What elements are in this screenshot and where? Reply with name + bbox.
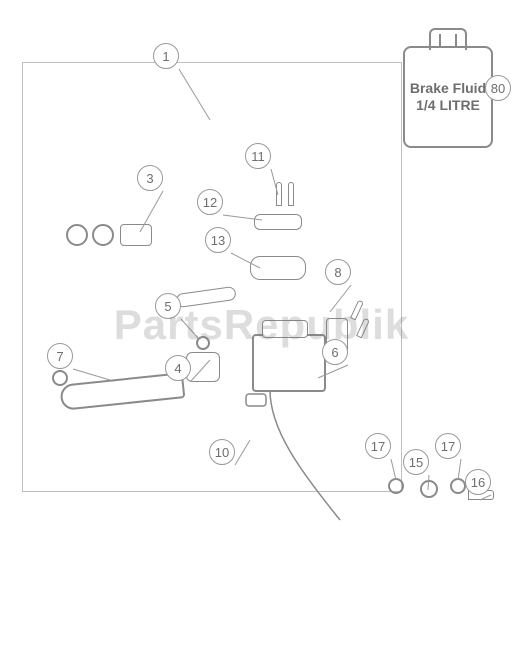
part-cover-screw-2 — [288, 182, 294, 206]
bottle-label-line1: Brake Fluid — [410, 80, 486, 98]
part-diaphragm — [250, 256, 306, 280]
callout-15: 15 — [403, 449, 429, 475]
callout-16: 16 — [465, 469, 491, 495]
part-washer-17a — [388, 478, 404, 494]
part-piston — [120, 224, 152, 246]
callout-17: 17 — [365, 433, 391, 459]
part-cover-screw-1 — [276, 182, 282, 206]
part-pivot-block — [186, 352, 220, 382]
callout-80: 80 — [485, 75, 511, 101]
part-washer-17b — [450, 478, 466, 494]
bottle-label-line2: 1/4 LITRE — [416, 97, 480, 115]
bottle-body: Brake Fluid 1/4 LITRE — [403, 46, 493, 148]
callout-3: 3 — [137, 165, 163, 191]
callout-6: 6 — [322, 339, 348, 365]
callout-17b: 17 — [435, 433, 461, 459]
callout-1: 1 — [153, 43, 179, 69]
callout-8: 8 — [325, 259, 351, 285]
brake-fluid-bottle: Brake Fluid 1/4 LITRE — [403, 28, 493, 148]
part-master-cylinder — [252, 334, 326, 392]
callout-10: 10 — [209, 439, 235, 465]
part-lever-ball — [52, 370, 68, 386]
callout-7: 7 — [47, 343, 73, 369]
callout-4: 4 — [165, 355, 191, 381]
part-oring-2 — [92, 224, 114, 246]
callout-11: 11 — [245, 143, 271, 169]
part-fitting-15 — [420, 480, 438, 498]
callout-13: 13 — [205, 227, 231, 253]
part-oring-1 — [66, 224, 88, 246]
callout-12: 12 — [197, 189, 223, 215]
part-reservoir — [262, 320, 308, 338]
part-reservoir-cover — [254, 214, 302, 230]
part-pivot-washer — [196, 336, 210, 350]
diagram-stage: { "diagram": { "type": "exploded-parts-d… — [0, 0, 523, 650]
callout-5: 5 — [155, 293, 181, 319]
